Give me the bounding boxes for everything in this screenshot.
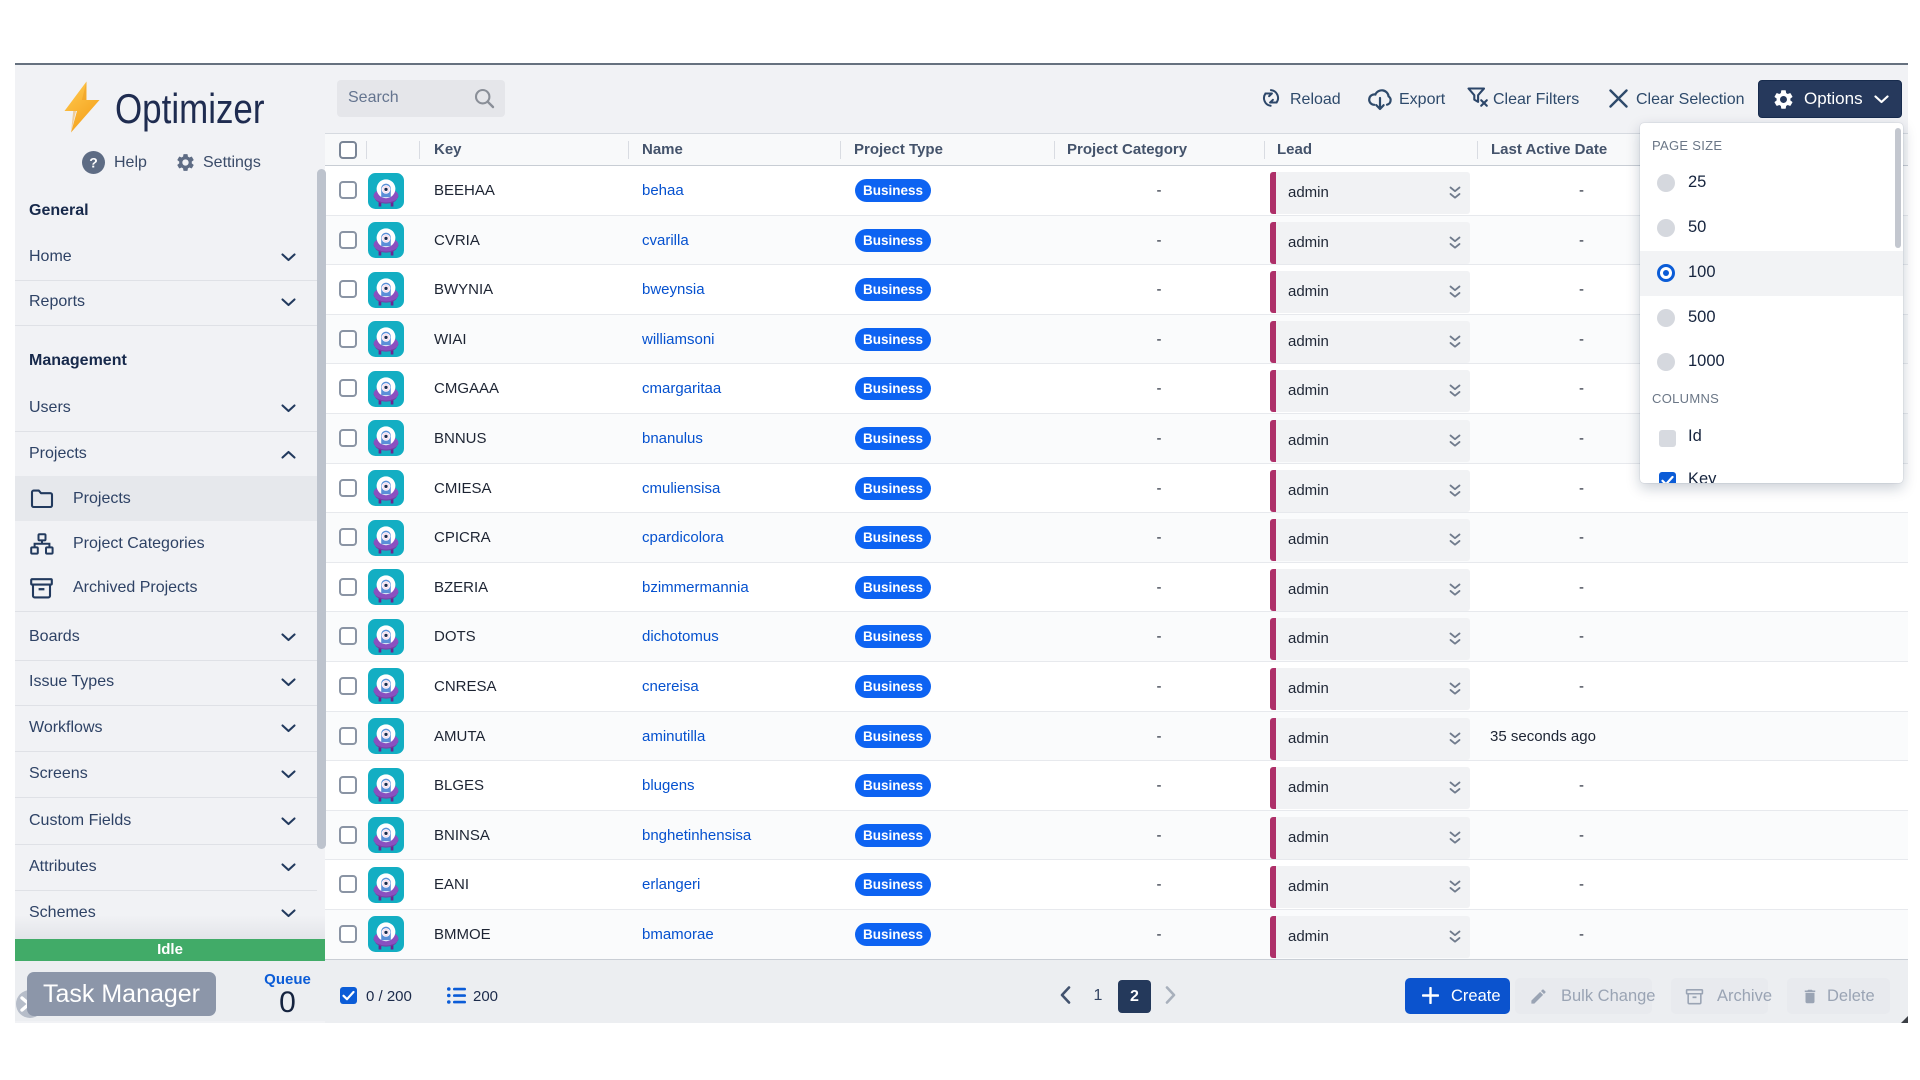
svg-text:?: ? bbox=[89, 154, 98, 170]
